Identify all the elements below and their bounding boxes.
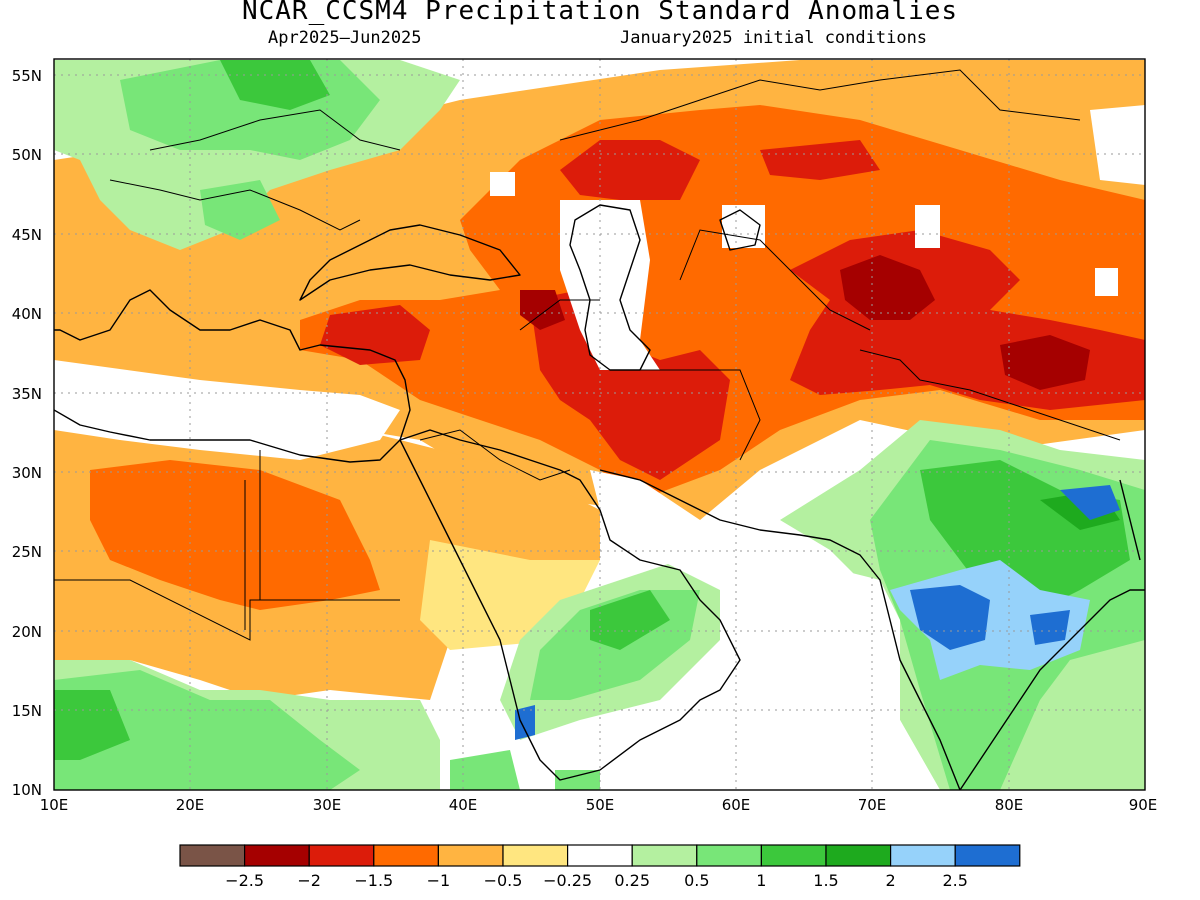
colorbar-swatch <box>696 844 762 867</box>
lat-tick-label: 50N <box>12 146 42 164</box>
lon-tick-label: 50E <box>586 796 615 814</box>
anomaly-region <box>722 205 765 248</box>
lon-tick-label: 70E <box>858 796 887 814</box>
lon-tick-label: 60E <box>722 796 751 814</box>
colorbar-label: 1.5 <box>813 871 838 890</box>
anomaly-region <box>555 770 600 790</box>
anomaly-region <box>320 305 430 365</box>
colorbar-swatch <box>631 844 698 867</box>
lat-axis-labels: 10N 15N 20N 25N 30N 35N 40N 45N 50N 55N <box>12 67 42 799</box>
colorbar-swatch <box>179 844 246 867</box>
colorbar-label: −0.25 <box>543 871 592 890</box>
coastlines <box>54 204 1145 790</box>
anomaly-region <box>1030 610 1070 645</box>
colorbar-label: −2.5 <box>225 871 264 890</box>
lon-tick-label: 30E <box>313 796 342 814</box>
anomaly-region <box>54 670 360 790</box>
colorbar-label: 1 <box>756 871 766 890</box>
colorbar-label: 0.25 <box>614 871 650 890</box>
lat-tick-label: 30N <box>12 464 42 482</box>
country-borders <box>54 69 1121 641</box>
anomaly-region <box>450 750 520 790</box>
anomaly-region <box>1000 335 1090 390</box>
colorbar-label: 2.5 <box>942 871 967 890</box>
anomaly-region <box>300 105 1145 500</box>
anomaly-region <box>1060 485 1120 520</box>
anomaly-region <box>590 470 790 560</box>
anomaly-region <box>1095 268 1118 296</box>
lat-tick-label: 55N <box>12 67 42 85</box>
anomaly-shading <box>54 60 1145 790</box>
anomaly-region <box>200 180 280 240</box>
colorbar-label: 2 <box>886 871 896 890</box>
colorbar-swatch <box>437 844 504 867</box>
colorbar-swatch <box>825 844 892 867</box>
anomaly-region <box>560 140 700 200</box>
anomaly-region <box>915 205 940 248</box>
anomaly-region <box>760 140 880 180</box>
anomaly-region <box>54 360 400 460</box>
lon-tick-label: 10E <box>40 796 69 814</box>
colorbar-swatch <box>954 844 1021 867</box>
anomaly-region <box>90 460 380 610</box>
colorbar-swatch <box>244 844 310 867</box>
lon-tick-label: 40E <box>449 796 478 814</box>
lat-tick-label: 15N <box>12 702 42 720</box>
colorbar-swatch <box>760 844 827 867</box>
colorbar-label: 0.5 <box>684 871 709 890</box>
colorbar-swatch <box>308 844 375 867</box>
colorbar-swatch <box>889 844 956 867</box>
anomaly-region <box>520 290 565 330</box>
initial-conditions: January2025 initial conditions <box>620 28 928 48</box>
lat-tick-label: 40N <box>12 305 42 323</box>
anomaly-field <box>54 59 1145 790</box>
colorbar-legend: −2.5 −2 −1.5 −1 −0.5 −0.25 0.25 0.5 1 1.5 2 2.5 <box>179 844 1021 890</box>
lon-tick-label: 20E <box>176 796 205 814</box>
anomaly-region <box>490 172 515 196</box>
forecast-period: Apr2025–Jun2025 <box>268 28 422 48</box>
colorbar-swatch <box>373 844 439 867</box>
anomaly-region <box>840 255 935 320</box>
map-title: NCAR_CCSM4 Precipitation Standard Anomal… <box>241 0 959 26</box>
lat-tick-label: 45N <box>12 226 42 244</box>
lat-tick-label: 10N <box>12 781 42 799</box>
colorbar-swatch <box>502 844 569 867</box>
anomaly-region <box>1090 105 1145 185</box>
lat-tick-label: 25N <box>12 543 42 561</box>
anomaly-region <box>910 585 990 650</box>
anomaly-region <box>530 290 730 480</box>
lon-tick-label: 80E <box>995 796 1024 814</box>
colorbar-swatch <box>566 844 633 867</box>
anomaly-region <box>515 705 535 740</box>
colorbar-label: −1.5 <box>354 871 393 890</box>
colorbar-label: −2 <box>297 871 321 890</box>
anomaly-region <box>220 60 330 110</box>
anomaly-region <box>620 540 940 790</box>
lat-tick-label: 20N <box>12 623 42 641</box>
colorbar-label: −0.5 <box>484 871 523 890</box>
anomaly-region <box>54 690 130 760</box>
colorbar-label: −1 <box>427 871 451 890</box>
lon-axis-labels: 10E 20E 30E 40E 50E 60E 70E 80E 90E <box>40 796 1158 814</box>
map-graticule <box>54 59 1145 790</box>
anomaly-region <box>590 590 670 650</box>
lon-tick-label: 90E <box>1129 796 1158 814</box>
lat-tick-label: 35N <box>12 385 42 403</box>
map-frame <box>53 58 1146 791</box>
